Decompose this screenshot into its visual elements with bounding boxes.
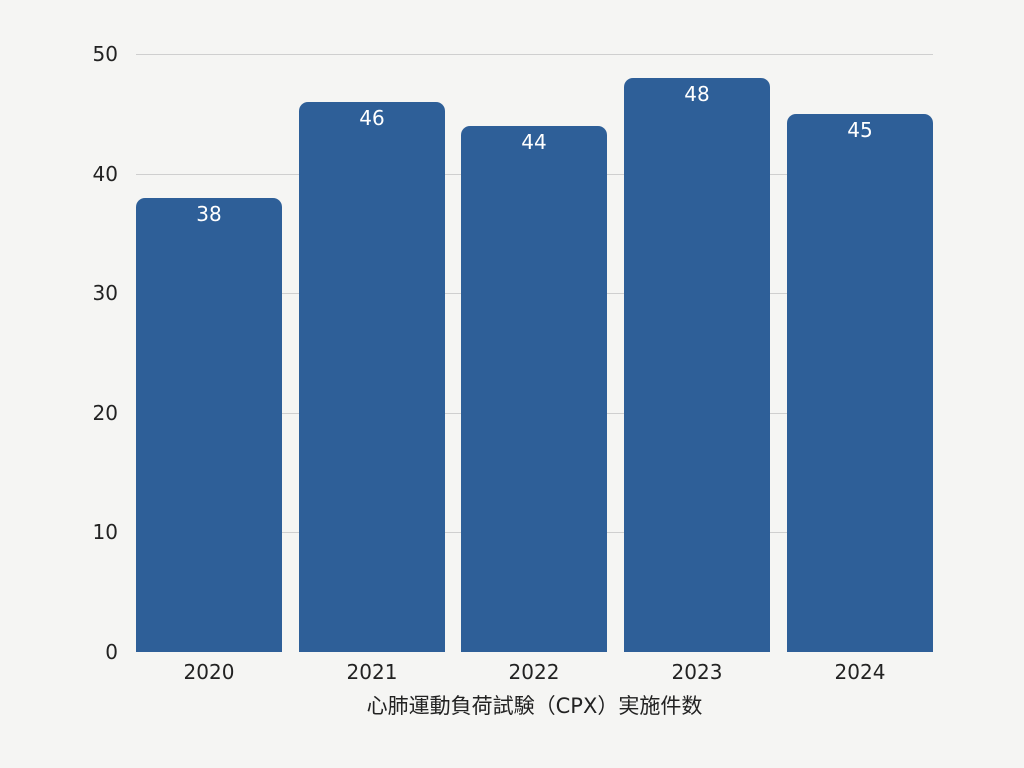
- bar-value-label: 48: [684, 82, 710, 106]
- x-axis-label: 心肺運動負荷試験（CPX）実施件数: [366, 694, 703, 718]
- x-tick-label: 2023: [671, 660, 723, 684]
- bar-value-label: 45: [847, 118, 873, 142]
- bar-2021: 46: [299, 102, 445, 652]
- x-tick-label: 2022: [508, 660, 560, 684]
- bar-value-label: 44: [521, 130, 547, 154]
- y-tick-label: 0: [105, 640, 118, 664]
- bar-2023: 48: [624, 78, 770, 652]
- y-tick-label: 40: [92, 162, 118, 186]
- x-tick-label: 2020: [183, 660, 235, 684]
- bar-2020: 38: [136, 198, 282, 652]
- bar-value-label: 46: [359, 106, 385, 130]
- bar-2022: 44: [461, 126, 607, 652]
- x-tick-label: 2021: [346, 660, 398, 684]
- y-tick-label: 50: [92, 42, 118, 66]
- gridline: [136, 54, 933, 55]
- y-tick-label: 20: [92, 401, 118, 425]
- y-tick-label: 10: [92, 520, 118, 544]
- bar-value-label: 38: [196, 202, 222, 226]
- y-tick-label: 30: [92, 281, 118, 305]
- bar-2024: 45: [787, 114, 933, 652]
- x-tick-label: 2024: [834, 660, 886, 684]
